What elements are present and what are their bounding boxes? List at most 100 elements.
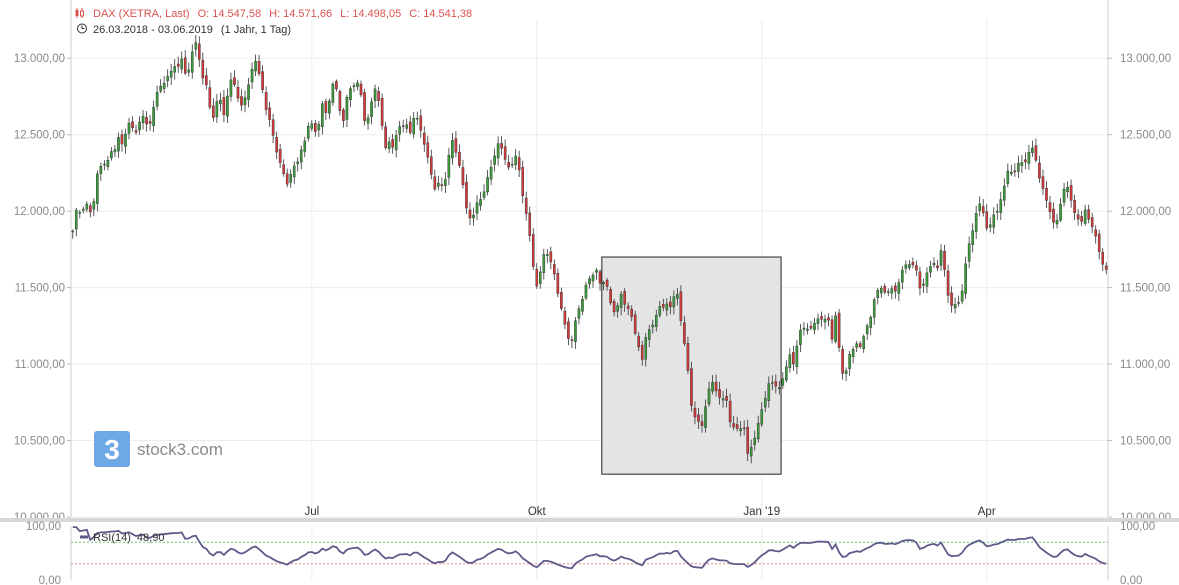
candle-body [500, 143, 503, 149]
candle-up [588, 275, 591, 289]
candle-body [911, 262, 915, 266]
candle-up [862, 334, 865, 353]
candle-body [321, 103, 324, 128]
candle-up [254, 54, 257, 77]
candle-down [282, 159, 285, 177]
high-label: H: [269, 8, 280, 20]
candle-down [662, 298, 665, 312]
candle-body [946, 270, 950, 296]
candle-body [700, 421, 704, 426]
candle-down [841, 345, 844, 380]
candle-body [749, 446, 753, 457]
candle-up [85, 201, 89, 213]
candle-body [925, 272, 929, 287]
watermark-logo-icon [94, 431, 130, 467]
candle-body [704, 406, 707, 428]
candle-body [370, 101, 373, 117]
candle-body [887, 291, 890, 293]
candle-up [215, 93, 219, 124]
candle-up [489, 159, 493, 185]
candle-body [250, 69, 254, 83]
candle-up [651, 319, 655, 334]
candle-up [876, 287, 880, 305]
candle-body [756, 422, 760, 440]
candle-up [574, 317, 577, 349]
candle-body [739, 428, 742, 432]
candle-body [922, 283, 925, 286]
y-tick-label-right: 10.500,00 [1120, 436, 1171, 448]
candle-body [222, 97, 226, 115]
candle-type-icon [75, 8, 84, 18]
candle-up [451, 132, 454, 165]
candle-body [1066, 187, 1069, 193]
candle-body [929, 266, 932, 273]
candle-body [848, 353, 851, 369]
candle-up [581, 295, 584, 316]
rsi-axis-right: 0,00 100,00 [1120, 521, 1155, 585]
candle-body [496, 143, 500, 159]
candle-body [577, 308, 581, 319]
candle-body [285, 173, 289, 185]
candle-down [528, 206, 532, 242]
candle-up [74, 207, 78, 237]
candle-down [820, 311, 823, 327]
candle-body [915, 265, 918, 271]
candle-body [1104, 265, 1108, 270]
candle-body [760, 409, 764, 425]
candle-body [377, 91, 380, 101]
candle-body [862, 336, 865, 350]
candle-body [1010, 172, 1013, 174]
candle-down [422, 126, 426, 152]
candle-up [152, 100, 155, 133]
candle-down [285, 168, 289, 188]
candle-down [531, 228, 535, 270]
candle-up [546, 248, 549, 264]
candle-body [658, 306, 662, 316]
candle-body [1048, 202, 1052, 212]
candle-body [799, 329, 802, 345]
candle-down [517, 150, 521, 177]
candle-body [303, 140, 307, 152]
candle-body [865, 325, 869, 334]
candle-body [236, 87, 240, 99]
candle-body [426, 142, 430, 158]
candle-up [960, 284, 964, 305]
candle-up [1062, 182, 1066, 207]
candle-up [922, 278, 925, 293]
candle-up [328, 98, 331, 120]
candle-up [398, 120, 401, 142]
candle-body [314, 123, 317, 132]
candle-up [1083, 204, 1087, 226]
candle-body [570, 339, 574, 341]
candle-body [89, 205, 92, 213]
candle-up [155, 85, 159, 111]
candle-up [616, 302, 619, 318]
candle-body [753, 437, 757, 445]
candle-up [848, 350, 851, 377]
candle-up [542, 248, 546, 280]
candle-body [1034, 145, 1038, 161]
candle-down [946, 264, 950, 304]
candle-down [335, 79, 338, 92]
candle-body [778, 387, 781, 389]
candle-up [749, 439, 753, 464]
candle-body [549, 251, 553, 263]
candle-up [799, 324, 802, 353]
candle-up [1006, 163, 1010, 188]
candle-body [556, 273, 560, 294]
candle-body [166, 76, 169, 81]
candle-up [753, 430, 757, 451]
rsi-line [72, 526, 1107, 570]
candle-body [257, 61, 261, 74]
candle-body [651, 324, 655, 328]
candle-body [482, 191, 486, 198]
candle-down [468, 202, 472, 226]
candle-body [510, 163, 514, 166]
candle-up [138, 116, 141, 135]
candle-up [162, 76, 166, 94]
candle-body [324, 101, 328, 113]
candle-body [440, 184, 444, 186]
candle-down [809, 320, 813, 331]
candle-down [774, 374, 778, 394]
candle-body [247, 84, 250, 100]
